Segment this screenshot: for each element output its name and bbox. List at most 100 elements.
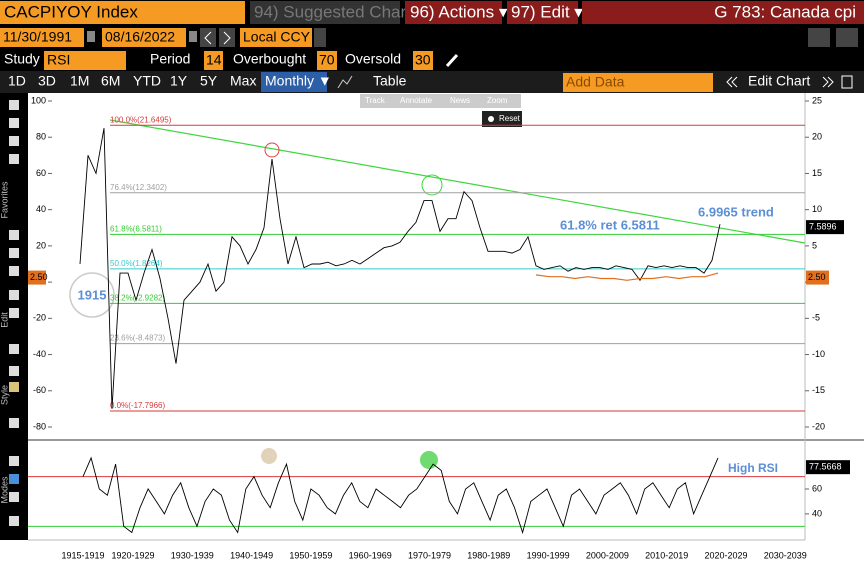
y2-tick-label: 15: [812, 168, 822, 178]
actions: 96) Actions ▾: [410, 2, 508, 21]
ticker-box[interactable]: [0, 1, 245, 24]
chart-bg: [28, 93, 864, 567]
trend-line: [109, 119, 806, 244]
x-tick-label: 2010-2019: [645, 550, 688, 560]
tool-icon[interactable]: [9, 344, 19, 354]
tool-icon[interactable]: [9, 290, 19, 300]
tool-btn[interactable]: Zoom: [487, 96, 508, 105]
pencil-icon[interactable]: [445, 53, 459, 68]
tool-btn[interactable]: News: [450, 96, 470, 105]
oversold-box[interactable]: [413, 51, 433, 70]
mode-icon[interactable]: [9, 474, 19, 484]
currency-dropdown[interactable]: [314, 28, 326, 47]
y-tick-label: -20: [33, 313, 46, 323]
expand-icon[interactable]: [822, 76, 834, 88]
reset-btn[interactable]: [482, 111, 522, 127]
fib-label: 61.8%(6.5811): [110, 225, 162, 234]
period-btn[interactable]: 3D: [38, 73, 56, 89]
tool-icon[interactable]: [9, 230, 19, 240]
y-tick-label: 20: [36, 240, 46, 250]
tool-icon[interactable]: [9, 492, 19, 502]
end-date-box[interactable]: [102, 28, 186, 47]
sidebar-label: Favorites: [0, 181, 9, 219]
oversold: 30: [415, 52, 431, 68]
y2-tick-label: -10: [812, 349, 825, 359]
next-btn[interactable]: [219, 28, 235, 47]
highlight-circle: [264, 142, 280, 158]
x-tick-label: 1950-1959: [289, 550, 332, 560]
tool-icon[interactable]: [9, 248, 19, 258]
y-tick-label: 60: [36, 168, 46, 178]
edit-btn[interactable]: [507, 1, 578, 24]
x-tick-label: 1915-1919: [61, 550, 104, 560]
marker-tag: [28, 270, 46, 285]
currency: Local CCY: [243, 29, 311, 45]
study-name: RSI: [47, 52, 70, 68]
tool-icon[interactable]: [9, 366, 19, 376]
frequency-btn[interactable]: [261, 72, 327, 92]
period-btn[interactable]: 1M: [70, 73, 89, 89]
tool-icon[interactable]: [9, 266, 19, 276]
tool-icon[interactable]: [9, 136, 19, 146]
period-label: Period: [150, 51, 190, 67]
period-btn[interactable]: YTD: [133, 73, 161, 89]
period-btn[interactable]: 1D: [8, 73, 26, 89]
currency-box[interactable]: [240, 28, 312, 47]
tool-icon[interactable]: [9, 456, 19, 466]
tool-icon[interactable]: [9, 516, 19, 526]
chart-tools-bar: [360, 94, 521, 108]
marker-label: 2.50: [808, 272, 826, 282]
tool-icon[interactable]: [9, 154, 19, 164]
collapse-icon[interactable]: [726, 76, 738, 88]
table-btn[interactable]: Table: [373, 73, 407, 89]
redo-btn[interactable]: [836, 28, 858, 47]
period-btn[interactable]: Max: [230, 73, 256, 89]
tool-icon[interactable]: [9, 308, 19, 318]
edit-chart-btn[interactable]: Edit Chart: [748, 73, 810, 89]
actions-btn[interactable]: [405, 1, 502, 24]
fib-label: 76.4%(12.3402): [110, 183, 167, 192]
y-tick-label: 100: [31, 95, 46, 105]
start-date: 11/30/1991: [3, 29, 72, 45]
suggested-btn[interactable]: [250, 1, 400, 24]
sidebar-label: Modes: [0, 476, 9, 504]
y-tick-label: 40: [812, 508, 822, 518]
study-box[interactable]: [44, 51, 126, 70]
y-tick-label: 60: [812, 483, 822, 493]
y2-tick-label: 20: [812, 132, 822, 142]
add-data-box[interactable]: [563, 73, 713, 92]
chart-icon[interactable]: [337, 75, 353, 89]
last-value-label: 7.5896: [809, 222, 837, 232]
tool-icon[interactable]: [9, 100, 19, 110]
period-btn[interactable]: 6M: [101, 73, 120, 89]
period-btn[interactable]: 5Y: [200, 73, 218, 89]
period-btn[interactable]: 1Y: [170, 73, 188, 89]
tool-icon[interactable]: [9, 118, 19, 128]
color-icon[interactable]: [9, 382, 19, 392]
start-date-box[interactable]: [0, 28, 84, 47]
annotation: 61.8% ret 6.5811: [560, 217, 660, 232]
tool-btn[interactable]: Annotate: [400, 96, 433, 105]
y-tick-label: -60: [33, 385, 46, 395]
highlight-circle: [69, 272, 115, 318]
y2-tick-label: 5: [812, 240, 817, 250]
corner: [0, 540, 28, 567]
x-tick-label: 1960-1969: [349, 550, 392, 560]
x-tick-label: 1930-1939: [171, 550, 214, 560]
prev-btn[interactable]: [200, 28, 216, 47]
calendar-icon[interactable]: [189, 31, 197, 42]
calendar-icon[interactable]: [87, 31, 95, 42]
annotation: High RSI: [728, 461, 778, 475]
period-box[interactable]: [204, 51, 223, 70]
last-value-tag: [806, 220, 844, 235]
settings-icon[interactable]: [841, 75, 853, 89]
y2-tick-label: 10: [812, 204, 822, 214]
tool-btn[interactable]: Track: [365, 96, 386, 105]
tool-icon[interactable]: [9, 418, 19, 428]
y-tick-label: 40: [36, 204, 46, 214]
overbought-box[interactable]: [317, 51, 337, 70]
suggested: 94) Suggested Charts: [254, 2, 419, 21]
undo-btn[interactable]: [808, 28, 830, 47]
